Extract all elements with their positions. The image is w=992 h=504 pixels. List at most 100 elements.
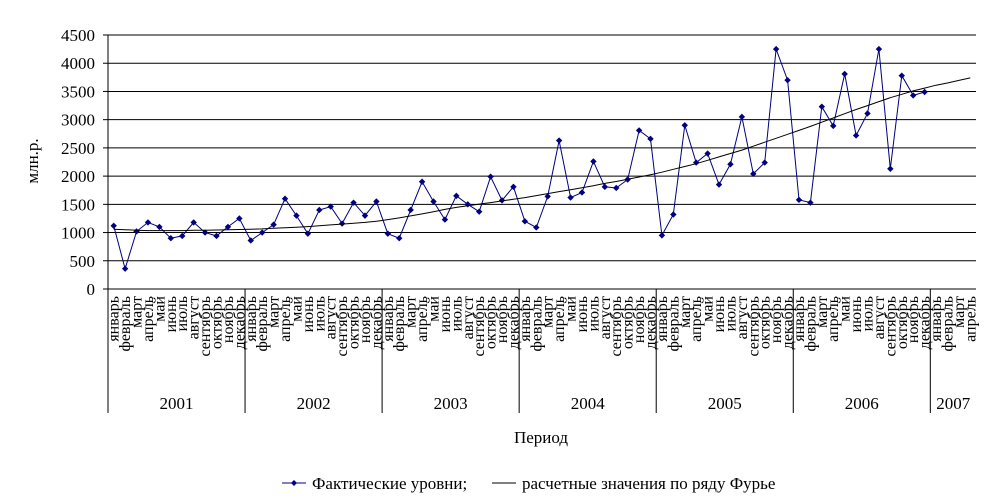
month-label: декабрь	[917, 296, 934, 349]
month-label: июль	[448, 296, 465, 331]
year-labels: 2001 2002 2003 2004 2005 2006 2007	[160, 394, 971, 413]
month-label: октябрь	[757, 296, 774, 349]
month-label: март	[540, 296, 557, 328]
month-label: январь	[243, 296, 260, 342]
month-label: февраль	[117, 296, 134, 352]
series-actual	[110, 45, 928, 272]
data-point-marker	[578, 189, 586, 196]
data-point-marker	[224, 223, 232, 231]
month-label: август	[186, 296, 203, 339]
month-label: декабрь	[505, 296, 522, 349]
data-point-marker	[601, 183, 609, 191]
data-point-marker	[190, 219, 197, 226]
month-label: февраль	[391, 296, 408, 352]
legend-item-fourier: расчетные значения по ряду Фурье	[492, 474, 775, 493]
month-label: февраль	[665, 296, 682, 352]
y-tick-label: 2000	[61, 167, 95, 186]
month-label: октябрь	[209, 296, 226, 349]
legend-marker-diamond	[291, 480, 297, 486]
actual-line	[113, 48, 925, 271]
y-tick-label: 1000	[61, 224, 95, 243]
data-point-marker	[201, 229, 209, 236]
data-point-marker	[681, 122, 688, 129]
month-label: май	[288, 296, 305, 322]
series-fourier	[113, 77, 971, 232]
data-point-marker	[818, 103, 826, 110]
month-label: октябрь	[894, 296, 911, 349]
data-point-marker	[487, 173, 494, 180]
year-label: 2004	[571, 394, 606, 413]
month-label: август	[597, 296, 614, 339]
data-point-marker	[258, 229, 266, 236]
data-point-marker	[544, 193, 551, 200]
month-label: ноябрь	[631, 296, 648, 343]
data-point-marker	[156, 223, 163, 231]
year-label: 2007	[936, 394, 971, 413]
month-label: июль	[174, 296, 191, 331]
data-point-marker	[361, 212, 369, 219]
data-point-marker	[727, 161, 734, 168]
month-label: сентябрь	[471, 296, 488, 357]
data-point-marker	[384, 230, 392, 237]
month-label: май	[700, 296, 717, 322]
data-point-marker	[590, 158, 597, 165]
y-tick-label: 4500	[61, 26, 95, 45]
legend-label-actual: Фактические уровни;	[312, 474, 467, 493]
data-point-marker	[921, 88, 928, 96]
year-label: 2006	[845, 394, 879, 413]
data-point-marker	[887, 165, 894, 172]
data-point-marker	[830, 122, 837, 130]
year-label: 2005	[708, 394, 742, 413]
month-label: сентябрь	[608, 296, 625, 357]
y-tick-label: 3500	[61, 82, 95, 101]
month-label: июнь	[437, 296, 454, 332]
legend: Фактические уровни; расчетные значения п…	[282, 474, 775, 493]
month-label: сентябрь	[882, 296, 899, 357]
data-point-marker	[327, 203, 334, 210]
data-point-marker	[898, 72, 905, 79]
y-tick-label: 4000	[61, 54, 95, 73]
year-label: 2002	[297, 394, 331, 413]
data-point-marker	[350, 199, 357, 206]
data-point-marker	[441, 216, 449, 223]
y-tick-label: 0	[87, 280, 96, 299]
month-label: июнь	[848, 296, 865, 332]
data-point-marker	[281, 195, 289, 202]
month-label: октябрь	[620, 296, 637, 349]
data-point-marker	[761, 159, 768, 166]
legend-item-actual: Фактические уровни;	[282, 474, 467, 493]
data-point-marker	[475, 208, 483, 215]
month-label: декабрь	[368, 296, 385, 349]
data-point-marker	[864, 110, 871, 117]
month-label: октябрь	[346, 296, 363, 349]
data-point-marker	[750, 170, 757, 178]
data-point-marker	[293, 212, 300, 219]
series-layer	[110, 45, 971, 272]
data-point-marker	[430, 198, 437, 205]
month-label: декабрь	[231, 296, 248, 349]
y-tick-label: 1500	[61, 195, 95, 214]
month-label: апрель	[551, 296, 568, 342]
x-axis-label: Период	[514, 428, 568, 447]
axes	[103, 34, 976, 413]
data-point-marker	[658, 232, 666, 239]
legend-label-fourier: расчетные значения по ряду Фурье	[522, 474, 775, 493]
y-tick-label: 3000	[61, 111, 95, 130]
data-point-marker	[316, 206, 323, 214]
data-point-marker	[121, 265, 129, 272]
data-point-marker	[521, 218, 529, 225]
month-label: июнь	[711, 296, 728, 332]
data-point-marker	[647, 135, 654, 143]
month-label: сентябрь	[197, 296, 214, 357]
month-label: июнь	[163, 296, 180, 332]
data-point-marker	[396, 235, 403, 242]
month-label: июль	[311, 296, 328, 331]
data-point-marker	[418, 178, 426, 185]
month-label: ноябрь	[357, 296, 374, 343]
month-label: апрель	[962, 296, 979, 342]
month-label: август	[871, 296, 888, 339]
month-label: февраль	[528, 296, 545, 352]
y-tick-label: 2500	[61, 139, 95, 158]
data-point-marker	[179, 232, 186, 240]
